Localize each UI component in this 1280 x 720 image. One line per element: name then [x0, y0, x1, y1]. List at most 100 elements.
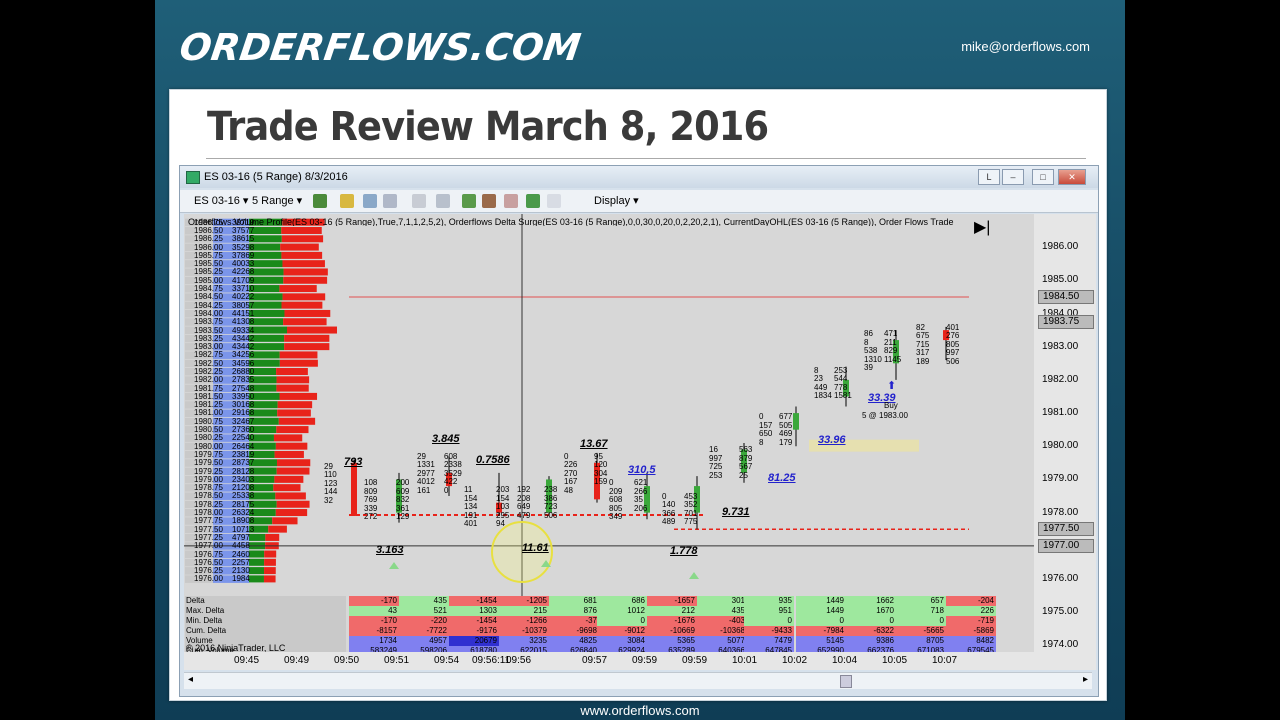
interval-selector[interactable]: 5 Range ▾ [252, 195, 303, 207]
profile-bid-bar [249, 434, 274, 442]
profile-ask-bar [282, 293, 326, 301]
maximize-button[interactable]: □ [1032, 169, 1054, 185]
profile-price-cell [185, 500, 213, 509]
title-divider [206, 158, 1086, 159]
y-tick-label: 1980.00 [1042, 440, 1079, 452]
footprint-value: 366 [662, 508, 676, 518]
scroll-thumb[interactable] [840, 675, 852, 688]
profile-price-label: 1984.00 [194, 308, 223, 318]
display-menu[interactable]: Display ▾ [594, 195, 639, 207]
footprint-value: 505 [779, 420, 793, 430]
profile-volume-label: 21208 [232, 483, 255, 493]
table-cell: -403 [697, 616, 747, 626]
window-titlebar[interactable]: ES 03-16 (5 Range) 8/3/2016 L – □ ✕ [180, 166, 1098, 188]
table-cell: 226 [946, 606, 996, 616]
dollar-icon[interactable] [526, 194, 540, 208]
footprint-value: 191 [464, 510, 478, 520]
footprint-value: 211 [884, 337, 897, 347]
contact-email[interactable]: mike@orderflows.com [961, 39, 1090, 54]
footprint-value: 809 [364, 486, 378, 496]
highlight-zone [809, 439, 919, 452]
price-chart[interactable]: Orderflows Volume Profile(ES 03-16 (5 Ra… [184, 214, 1034, 652]
footprint-value: 192 [517, 485, 531, 495]
scroll-left-icon[interactable]: ◂ [188, 674, 194, 685]
profile-price-label: 1979.25 [194, 466, 223, 476]
bar-delta-value: 11.61 [522, 542, 549, 554]
table-cell: -9433 [744, 626, 794, 636]
time-axis[interactable]: 09:45 09:49 09:50 09:51 09:54 09:56:11 09:56 09… [184, 652, 1096, 670]
horizontal-scrollbar[interactable]: ◂ ▸ [184, 672, 1092, 689]
strategies-icon[interactable] [482, 194, 496, 208]
footprint-value: 725 [709, 462, 723, 472]
table-cell: -1454 [449, 616, 499, 626]
profile-volume-cell [213, 500, 249, 509]
profile-ask-bar [274, 450, 304, 458]
table-cell: 0 [846, 616, 896, 626]
bar-delta-value: 33.96 [818, 434, 846, 446]
footer-url: www.orderflows.com [580, 703, 700, 718]
table-cell: 5145 [796, 636, 846, 646]
profile-volume-cell [213, 467, 249, 476]
link-button[interactable]: L [978, 169, 1000, 185]
profile-volume-cell [213, 417, 249, 426]
zoom-icon[interactable] [363, 194, 377, 208]
profile-volume-label: 1984 [232, 574, 250, 584]
profile-price-cell [185, 351, 213, 359]
table-cell: 8705 [896, 636, 946, 646]
candle-body [893, 340, 899, 364]
profile-volume-cell [213, 359, 249, 368]
profile-ask-bar [264, 567, 276, 575]
table-cell: 0 [744, 616, 794, 626]
close-button[interactable]: ✕ [1058, 169, 1086, 185]
copyright-text: © 2016 NinjaTrader, LLC [186, 643, 286, 653]
x-tick-label: 09:45 [234, 655, 260, 666]
profile-ask-bar [283, 318, 327, 326]
minimize-button[interactable]: – [1002, 169, 1024, 185]
footprint-value: 832 [396, 495, 410, 505]
profile-ask-bar [265, 533, 280, 541]
profile-price-cell [185, 525, 213, 534]
table-cell: -1205 [499, 596, 549, 606]
table-cell: 0 [597, 616, 647, 626]
footprint-value: 506 [544, 510, 558, 520]
table-cell: 43 [349, 606, 399, 616]
instrument-selector[interactable]: ES 03-16 ▾ [194, 195, 249, 207]
pointer-icon[interactable] [383, 194, 397, 208]
profile-bid-bar [249, 376, 277, 384]
crosshair-icon[interactable] [412, 194, 426, 208]
profile-ask-bar [281, 226, 322, 234]
price-axis[interactable]: 1986.00 1985.00 1984.00 1983.00 1982.00 1981.… [1034, 214, 1096, 652]
footprint-value: 29 [324, 461, 333, 471]
chart-trader-icon[interactable] [504, 194, 518, 208]
profile-volume-label: 2460 [232, 549, 250, 559]
footprint-value: 134 [464, 502, 478, 512]
bar-delta-value: 33.39 [868, 392, 896, 404]
profile-price-label: 1977.25 [194, 532, 223, 542]
slide-background: ORDERFLOWS.COM mike@orderflows.com Trade… [155, 0, 1125, 720]
profile-ask-bar [275, 509, 308, 517]
footprint-value: 449 [814, 382, 828, 392]
table-cell: -6322 [846, 626, 896, 636]
profile-volume-cell [213, 351, 249, 359]
table-cell: 598206 [399, 646, 449, 652]
profile-price-label: 1979.50 [194, 458, 223, 468]
play-end-icon[interactable]: ▶| [974, 219, 991, 236]
indicators-icon[interactable] [462, 194, 476, 208]
footprint-value: 506 [946, 356, 960, 366]
profile-price-cell [185, 475, 213, 484]
profile-price-label: 1984.25 [194, 300, 223, 310]
draw-pencil-icon[interactable] [340, 194, 354, 208]
profile-price-cell [185, 326, 213, 335]
table-cell: 0 [796, 616, 846, 626]
y-tick-label: 1979.00 [1042, 473, 1079, 485]
brand-logo: ORDERFLOWS.COM [176, 26, 584, 69]
scroll-right-icon[interactable]: ▸ [1082, 674, 1088, 685]
profile-price-cell [185, 226, 213, 235]
bar-type-icon[interactable] [313, 194, 327, 208]
profile-volume-cell [213, 525, 249, 534]
properties-icon[interactable] [436, 194, 450, 208]
data-box-icon[interactable] [547, 194, 561, 208]
profile-price-cell [185, 509, 213, 517]
profile-ask-bar [276, 376, 310, 384]
profile-ask-bar [280, 243, 319, 251]
